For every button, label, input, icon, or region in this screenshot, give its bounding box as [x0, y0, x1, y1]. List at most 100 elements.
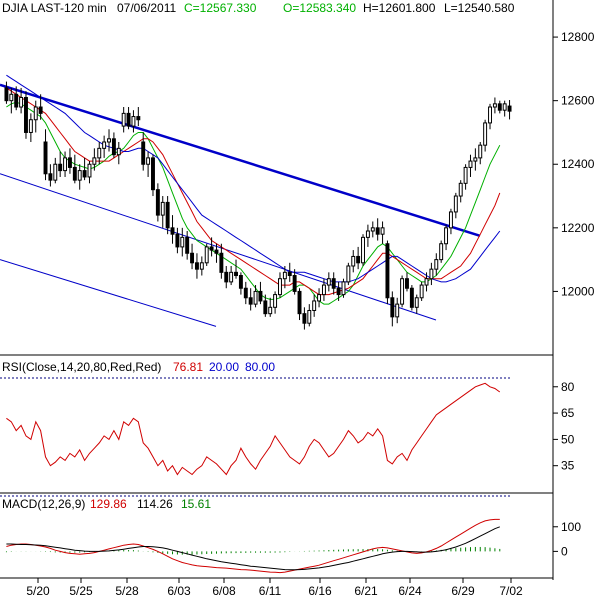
rsi-tick-label: 65: [561, 406, 575, 420]
price-tick-label: 12800: [561, 30, 595, 44]
candle-body: [14, 93, 19, 108]
candle-body: [312, 300, 317, 311]
candle-body: [473, 157, 478, 162]
candle-body: [326, 278, 331, 286]
date-tick-label: 6/24: [398, 584, 422, 598]
candle-body: [224, 271, 229, 283]
candle-body: [302, 313, 307, 324]
candle-body: [219, 252, 224, 273]
date-tick-label: 5/28: [115, 584, 139, 598]
macd-value: 129.86: [90, 497, 127, 511]
candle-body: [263, 300, 268, 315]
candle-body: [336, 287, 341, 296]
candle-body: [53, 163, 58, 181]
macd-tick-label: 100: [561, 520, 581, 534]
candle-body: [160, 201, 165, 216]
candle-body: [24, 96, 28, 133]
candle-body: [483, 122, 488, 146]
candle-body: [258, 290, 263, 302]
rsi-value: 76.81: [173, 360, 203, 374]
header-low: L=12540.580: [444, 1, 515, 15]
candle-body: [287, 271, 292, 277]
candle-body: [492, 103, 497, 108]
date-tick-label: 6/11: [259, 584, 282, 598]
candle-body: [116, 147, 121, 156]
candle-body: [365, 230, 370, 238]
candle-body: [121, 112, 126, 127]
candle-body: [141, 141, 146, 165]
candle-body: [97, 147, 102, 159]
candle-body: [439, 243, 444, 261]
date-tick-label: 5/25: [69, 584, 93, 598]
candle-body: [155, 189, 160, 216]
candle-body: [409, 287, 414, 308]
rsi-title: RSI(Close,14,20,80,Red,Red): [2, 360, 161, 374]
header-date: 07/06/2011: [117, 1, 176, 15]
rsi-upper-bound: 80.00: [245, 360, 275, 374]
candle-body: [341, 281, 346, 296]
candle-body: [92, 157, 97, 165]
candle-body: [429, 268, 434, 280]
candle-body: [175, 233, 180, 248]
candle-body: [204, 246, 209, 264]
candle-body: [185, 236, 190, 254]
candle-body: [165, 201, 170, 229]
candle-body: [370, 227, 375, 232]
candle-body: [170, 227, 175, 235]
candle-body: [234, 271, 238, 277]
trendline_upper: [0, 83, 481, 237]
candle-body: [28, 119, 33, 133]
candle-body: [400, 278, 405, 305]
candle-body: [107, 138, 111, 143]
candle-body: [9, 93, 14, 102]
candle-body: [356, 255, 361, 264]
candle-body: [488, 106, 492, 124]
candle-body: [126, 112, 131, 127]
candle-body: [463, 166, 468, 184]
date-tick-label: 6/21: [354, 584, 378, 598]
candle-body: [297, 290, 302, 315]
candle-body: [321, 284, 326, 296]
candle-body: [43, 141, 48, 175]
signal-line: [6, 526, 500, 571]
candle-body: [77, 170, 82, 181]
candle-body: [351, 255, 356, 267]
red_ma-line: [6, 87, 501, 296]
candle-body: [448, 211, 453, 229]
candle-body: [424, 278, 429, 286]
candle-body: [390, 297, 395, 318]
candle-body: [458, 182, 463, 197]
candle-body: [278, 278, 282, 296]
candle-body: [405, 278, 409, 289]
blue_ma-line: [6, 74, 501, 283]
candle-body: [380, 227, 385, 235]
candle-body: [414, 297, 419, 308]
rsi-line: [6, 382, 501, 476]
candle-body: [395, 303, 400, 318]
candle-body: [497, 103, 502, 111]
candle-body: [292, 275, 297, 292]
candle-body: [468, 160, 473, 168]
rsi-tick-label: 80: [561, 380, 575, 394]
candle-body: [361, 236, 365, 264]
header-open: O=12583.340: [283, 1, 356, 15]
candle-body: [180, 236, 185, 248]
price-tick-label: 12400: [561, 157, 595, 171]
channel_lower: [0, 173, 437, 321]
candle-body: [209, 246, 214, 251]
candle-body: [248, 297, 253, 305]
rsi-header: RSI(Close,14,20,80,Red,Red) 76.81 20.00 …: [2, 360, 275, 374]
candle-body: [199, 262, 204, 270]
rsi-tick-label: 50: [561, 432, 575, 446]
date-tick-label: 6/03: [167, 584, 191, 598]
candle-body: [331, 278, 336, 289]
candle-body: [419, 284, 424, 299]
channel_outer: [0, 259, 217, 327]
candle-body: [453, 195, 458, 213]
candle-body: [502, 103, 507, 111]
price-tick-label: 12200: [561, 221, 595, 235]
candle-body: [444, 227, 449, 245]
